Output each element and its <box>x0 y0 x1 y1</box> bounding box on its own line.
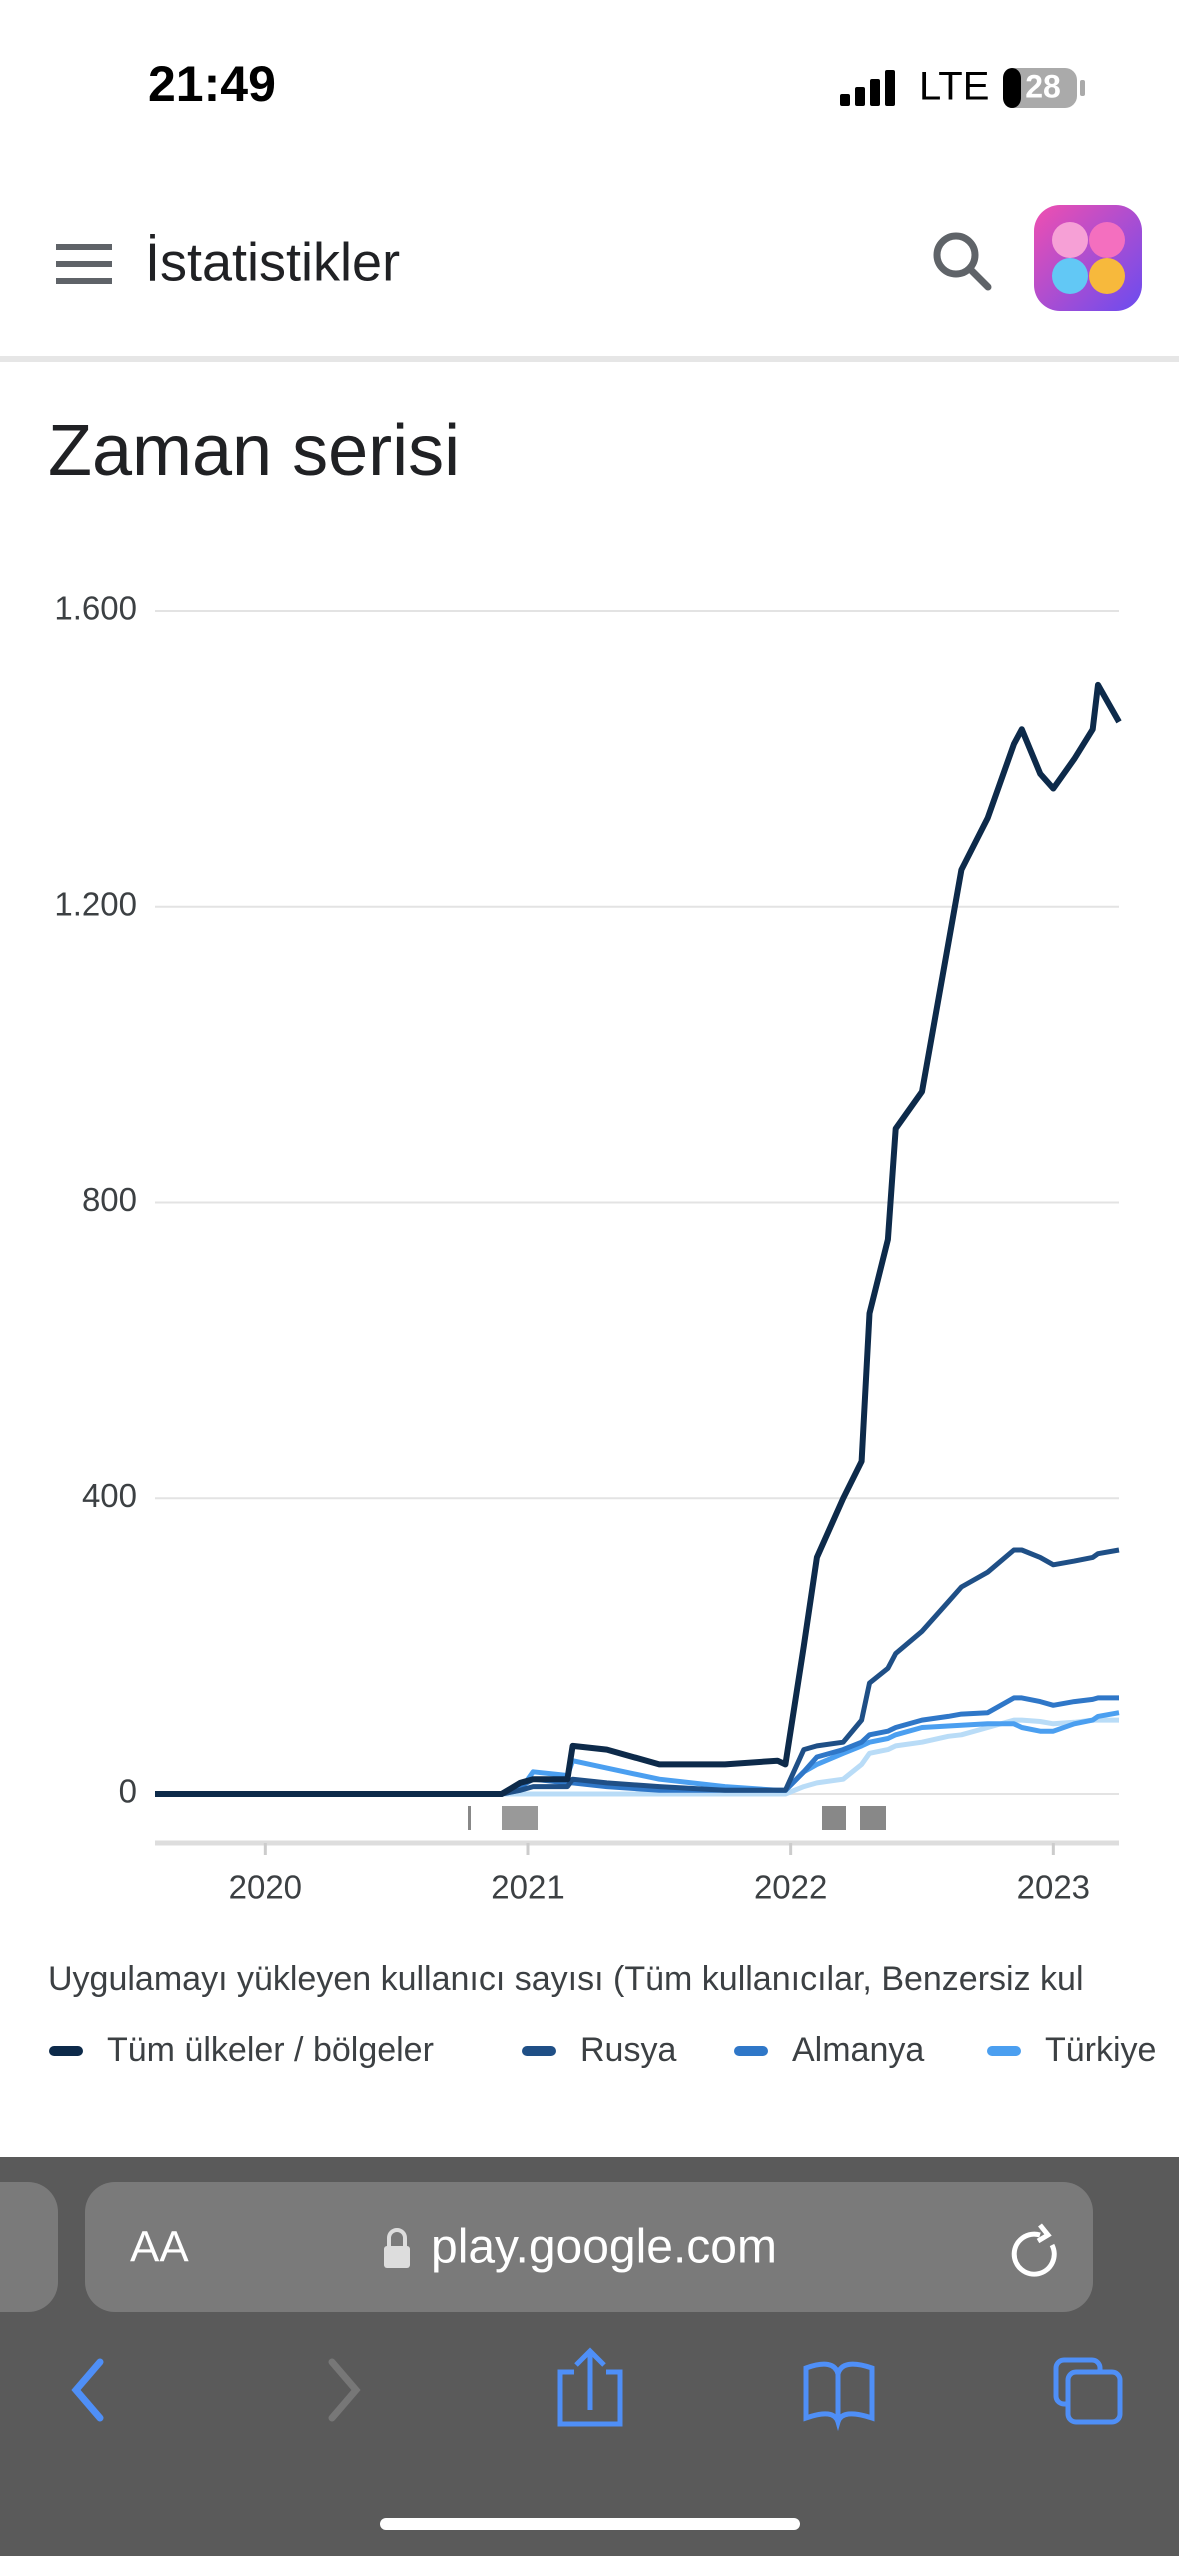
x-tick-label: 2020 <box>229 1869 302 1906</box>
legend-label: Rusya <box>580 2031 676 2069</box>
chart-caption: Uygulamayı yükleyen kullanıcı sayısı (Tü… <box>48 1960 1084 1998</box>
bookmarks-button[interactable] <box>803 2361 875 2432</box>
address-bar[interactable] <box>85 2182 1093 2312</box>
url-text: play.google.com <box>431 2221 777 2274</box>
y-tick-label: 800 <box>82 1181 137 1218</box>
status-time: 21:49 <box>148 56 276 112</box>
legend-label: Tüm ülkeler / bölgeler <box>107 2031 434 2069</box>
y-tick-label: 1.600 <box>54 590 137 627</box>
share-button[interactable] <box>557 2347 623 2427</box>
x-tick-label: 2023 <box>1017 1869 1090 1906</box>
legend-swatch <box>734 2046 768 2056</box>
signal-icon <box>840 70 895 106</box>
tabs-button[interactable] <box>1053 2357 1123 2425</box>
event-markers <box>468 1806 886 1830</box>
back-button[interactable] <box>71 2358 104 2422</box>
y-tick-label: 1.200 <box>54 885 137 922</box>
legend-swatch <box>522 2046 556 2056</box>
chart-title: Zaman serisi <box>48 411 460 491</box>
reload-button[interactable] <box>1011 2223 1057 2277</box>
series-line <box>155 681 1122 1797</box>
app-icon[interactable] <box>1034 205 1142 311</box>
battery-cap <box>1080 80 1085 96</box>
series-line <box>155 1547 1120 1797</box>
network-type: LTE <box>919 65 989 109</box>
y-tick-label: 400 <box>82 1477 137 1514</box>
battery-fill <box>1003 68 1021 108</box>
home-indicator <box>380 2518 800 2530</box>
x-tick-label: 2021 <box>491 1869 564 1906</box>
search-button[interactable] <box>933 232 992 291</box>
forward-button[interactable] <box>328 2358 361 2422</box>
app-bar-title: İstatistikler <box>145 232 400 292</box>
plot-area: 0 400 800 1.200 1.600 2020 2021 2022 2023 <box>54 590 1122 1906</box>
series-line <box>155 1717 1119 1797</box>
legend-swatch <box>49 2046 83 2056</box>
y-tick-label: 0 <box>119 1773 137 1810</box>
previous-tab[interactable] <box>0 2182 58 2312</box>
app-bar-shadow <box>0 356 1179 362</box>
legend-swatch <box>987 2046 1021 2056</box>
app-icon-tiles <box>1052 222 1125 294</box>
legend: Tüm ülkeler / bölgeler Rusya Almanya Türkiy… <box>49 2031 1156 2069</box>
text-size-button[interactable]: AA <box>130 2223 189 2272</box>
legend-label: Türkiye <box>1045 2031 1156 2069</box>
x-tick-label: 2022 <box>754 1869 827 1906</box>
legend-label: Almanya <box>792 2031 924 2069</box>
battery-icon <box>1003 68 1077 108</box>
menu-button[interactable] <box>56 244 112 284</box>
battery-level: 28 <box>1025 68 1061 104</box>
lock-icon <box>384 2228 410 2268</box>
